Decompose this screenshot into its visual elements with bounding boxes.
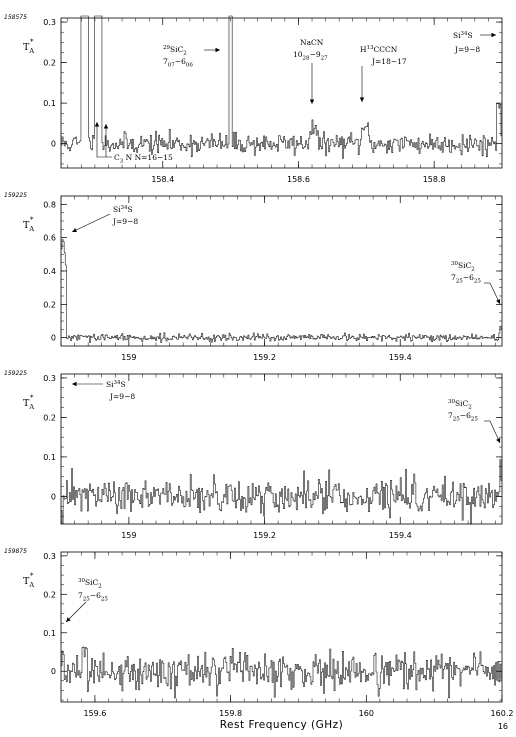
y-axis-label: TA* <box>23 38 34 55</box>
arrow-30sic2-2-head <box>496 298 501 304</box>
y-tick-label: 0.3 <box>43 18 56 27</box>
arrow-30sic2-3-head <box>496 437 501 443</box>
arrow-si34s-3-head <box>72 381 77 387</box>
x-tick-label: 160 <box>359 709 374 718</box>
c3n-bracket <box>96 128 112 158</box>
scan-id: 159875 <box>4 548 27 555</box>
x-tick-label: 159.6 <box>83 709 106 718</box>
label-30sic2-4-trans: 725−625 <box>78 591 108 603</box>
label-29sic2-trans: 707−606 <box>163 57 193 69</box>
spectrum-trace <box>61 15 502 159</box>
arrow-29sic2-head <box>215 47 220 53</box>
y-axis-label-sup: * <box>30 216 34 224</box>
x-axis-label: Rest Frequency (GHz) <box>220 719 344 731</box>
label-29sic2: 29SiC2 <box>163 45 187 57</box>
label-c3n: C3 N N=16−15 <box>114 153 173 165</box>
label-30sic2-2-trans: 725−625 <box>451 273 481 285</box>
y-tick-label: 0.2 <box>43 59 56 68</box>
y-tick-label: 0 <box>51 492 56 501</box>
x-tick-label: 158.8 <box>423 175 446 184</box>
c3n-arrow-a-head <box>94 122 100 127</box>
label-si34s-2-trans: J=9−8 <box>112 217 138 226</box>
spectrum-trace <box>61 646 502 699</box>
x-tick-label: 158.6 <box>287 175 310 184</box>
arrow-nacn-head <box>309 99 315 104</box>
arrow-si34s-1-head <box>491 32 496 38</box>
plot-frame <box>60 373 503 525</box>
y-tick-label: 0.2 <box>43 413 56 422</box>
c3n-arrow-b-head <box>103 124 109 129</box>
y-tick-label: 0.4 <box>43 267 56 276</box>
y-axis-label-sub: A <box>28 403 34 411</box>
y-axis-label-main: T <box>23 576 30 587</box>
label-h13cccn-trans: J=18−17 <box>371 57 407 66</box>
y-axis-label-sup: * <box>30 38 34 46</box>
label-nacn-trans: 1028−927 <box>293 50 328 62</box>
y-axis-label: TA* <box>23 394 34 411</box>
y-tick-label: 0.2 <box>43 590 56 599</box>
x-tick-label: 159 <box>121 353 136 362</box>
y-tick-label: 0 <box>51 667 56 676</box>
label-si34s-2: Si34S <box>113 205 133 214</box>
x-tick-label: 159.2 <box>253 531 276 540</box>
scan-id: 158575 <box>4 14 27 21</box>
y-tick-label: 0.3 <box>43 374 56 383</box>
y-tick-label: 0.1 <box>43 99 56 108</box>
y-axis-label-main: T <box>23 398 30 409</box>
label-nacn: NaCN <box>300 38 324 47</box>
y-tick-label: 0 <box>51 140 56 149</box>
x-tick-label: 160.2 <box>491 709 514 718</box>
y-tick-label: 0 <box>51 334 56 343</box>
y-axis-label-sup: * <box>30 394 34 402</box>
label-30sic2-2: 30SiC2 <box>451 261 475 273</box>
y-tick-label: 0.6 <box>43 234 56 243</box>
y-tick-label: 0.1 <box>43 629 56 638</box>
spectrum-trace <box>61 459 502 525</box>
spectrum-panel-3: 159225 TA* 0 0.1 0.2 0.3 159 159.2 159.4 <box>4 370 503 540</box>
arrow-si34s-2-head <box>72 228 78 233</box>
x-tick-label: 159.2 <box>253 353 276 362</box>
x-tick-label: 159.4 <box>389 531 412 540</box>
x-tick-label: 158.4 <box>151 175 174 184</box>
y-axis-label: TA* <box>23 216 34 233</box>
y-axis-label-main: T <box>23 220 30 231</box>
spectrum-panel-4: 159875 TA* 0 0.1 0.2 0.3 159.6 159.8 160 160.2 Res… <box>4 548 513 731</box>
y-axis-label-sub: A <box>28 581 34 589</box>
scan-id: 159225 <box>4 370 27 377</box>
arrow-30sic2-4-head <box>66 617 71 622</box>
x-tick-label: 159.4 <box>389 353 412 362</box>
x-tick-label: 159.8 <box>219 709 242 718</box>
spectrum-trace <box>61 239 502 343</box>
spectrum-panel-2: 159225 TA* 0 0.2 0.4 0.6 0.8 159 159.2 159.4 <box>4 192 503 362</box>
arrow-si34s-2 <box>71 213 111 233</box>
y-tick-label: 0.2 <box>43 300 56 309</box>
scan-id: 159225 <box>4 192 27 199</box>
label-si34s-1: Si34S <box>453 31 473 40</box>
label-30sic2-4: 30SiC2 <box>78 578 102 590</box>
y-axis-label-sub: A <box>28 225 34 233</box>
label-30sic2-3-trans: 725−625 <box>448 411 478 423</box>
page-number: 16 <box>498 722 508 731</box>
y-axis-label-sup: * <box>30 572 34 580</box>
label-si34s-3: Si34S <box>106 380 126 389</box>
arrow-h13cccn-head <box>359 97 365 102</box>
label-si34s-3-trans: J=9−8 <box>109 392 135 401</box>
x-tick-label: 159 <box>121 531 136 540</box>
y-axis-label-main: T <box>23 42 30 53</box>
label-h13cccn: H13CCCN <box>360 45 398 54</box>
spectrum-panel-1: 158575 TA* 0 0.1 0.2 0.3 158.4 158.6 158.8 <box>4 14 503 184</box>
label-30sic2-3: 30SiC2 <box>448 399 472 411</box>
label-si34s-1-trans: J=9−8 <box>454 45 480 54</box>
plot-frame <box>60 551 503 703</box>
y-axis-label: TA* <box>23 572 34 589</box>
y-tick-label: 0.1 <box>43 453 56 462</box>
y-axis-label-sub: A <box>28 47 34 55</box>
y-tick-label: 0.3 <box>43 552 56 561</box>
y-tick-label: 0.8 <box>43 200 56 209</box>
arrow-30sic2-4 <box>65 601 87 623</box>
